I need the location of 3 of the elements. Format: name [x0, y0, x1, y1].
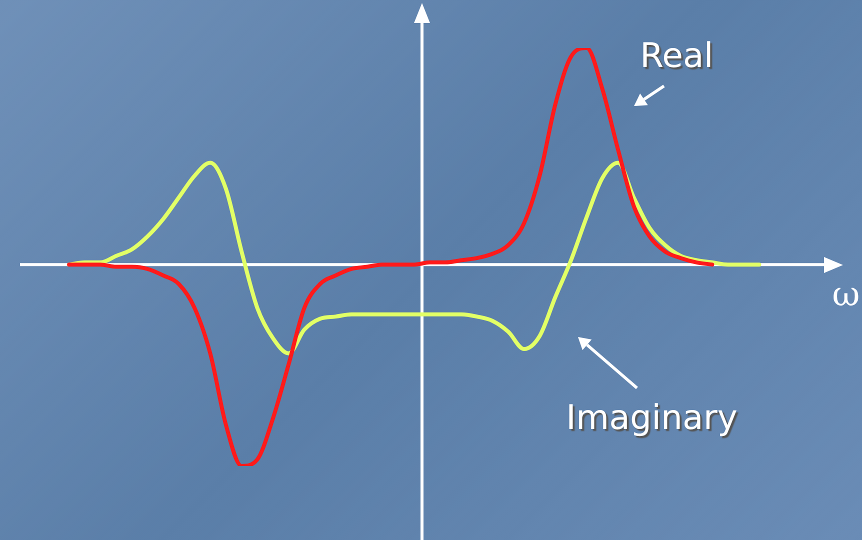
series-label: Imaginary — [566, 398, 738, 438]
series-label: Real — [640, 36, 714, 76]
x-axis-title: ω — [832, 274, 860, 314]
